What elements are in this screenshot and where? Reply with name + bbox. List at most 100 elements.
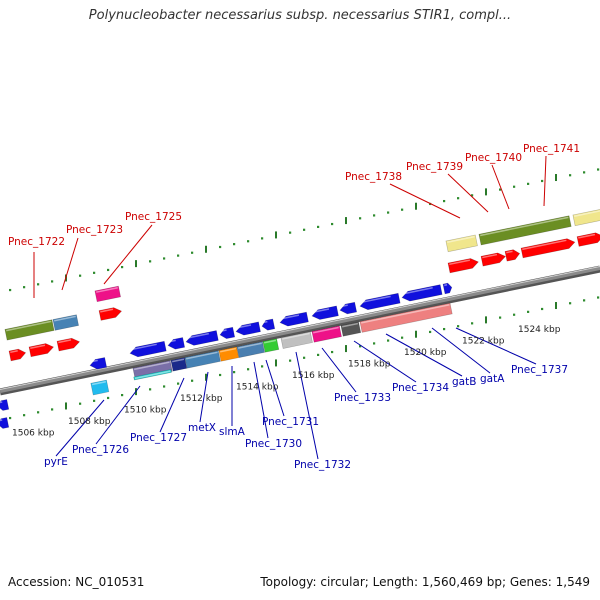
tick-dot — [331, 222, 334, 226]
gene-lower-9 — [359, 302, 453, 333]
gene-blue-top-9-shape — [359, 292, 401, 311]
gene-blue-top-0 — [129, 340, 167, 358]
gene-khaki-1738 — [445, 234, 478, 253]
gene-lower-0-shape — [132, 360, 173, 380]
leader-Pnec_1740 — [491, 164, 510, 210]
tick-dot — [51, 280, 54, 283]
tick-dot — [219, 373, 222, 377]
gene-steel-left-shape — [52, 314, 79, 331]
gene-red-1738-gloss — [449, 259, 470, 266]
gene-blue-top-1 — [167, 337, 186, 350]
gene-khaki-1738-gloss — [447, 235, 475, 243]
tick-dot — [107, 268, 110, 272]
tick-dot — [541, 307, 544, 311]
leader-Pnec_1741 — [543, 155, 547, 207]
backbone-layer — [0, 265, 600, 396]
gene-blue-top-4 — [235, 321, 261, 336]
gene-label-gatB: gatB — [452, 376, 476, 388]
gene-lower-3 — [218, 346, 240, 362]
gene-blue-top-5-gloss — [262, 320, 268, 324]
gene-blue-top-10-shape — [401, 284, 443, 302]
tick-dot — [513, 313, 516, 316]
scale-tick-label: 1518 kbp — [348, 360, 391, 370]
gene-label-Pnec_1732: Pnec_1732 — [294, 459, 351, 471]
tick-dot — [23, 414, 26, 417]
gene-label-gatA: gatA — [480, 373, 505, 385]
tick-dot — [149, 388, 152, 391]
tick-dot — [317, 353, 320, 357]
gene-olive-1739-gloss — [480, 216, 569, 237]
gene-label-Pnec_1731: Pnec_1731 — [262, 416, 319, 428]
tick-dot — [219, 245, 222, 249]
gene-lower-1 — [170, 357, 188, 372]
scale-tick-label: 1520 kbp — [404, 348, 447, 358]
leader-gatA — [431, 327, 491, 374]
label-layer: 1506 kbp 1508 kbp 1510 kbp 1512 kbp 1514 kbp… — [8, 143, 580, 471]
gene-red-1738-shape — [447, 258, 479, 274]
gene-lower-2 — [184, 350, 221, 369]
gene-blue-top-10-gloss — [402, 287, 433, 295]
gene-edge-blue-2 — [0, 417, 10, 429]
gene-blue-top-6 — [279, 311, 309, 327]
gene-red-left-2 — [56, 337, 81, 352]
tick-dot — [569, 174, 572, 177]
gene-pink-1725 — [94, 285, 121, 303]
leader-Pnec_1739 — [447, 173, 489, 213]
gene-label-Pnec_1727: Pnec_1727 — [130, 432, 187, 444]
scale-tick-label: 1512 kbp — [180, 394, 223, 404]
tick-dot — [149, 260, 152, 263]
tick-dot — [79, 274, 82, 277]
gene-edge-blue — [0, 399, 10, 411]
gene-lower-1-shape — [170, 357, 188, 372]
leader-Pnec_1725 — [103, 224, 153, 285]
gene-blue-top-11-shape — [442, 282, 453, 295]
tick-dot — [373, 214, 376, 217]
tick-dot — [527, 182, 530, 185]
gene-lower-3-shape — [218, 346, 240, 362]
gene-steel-left — [52, 314, 79, 331]
gene-blue-top-6-shape — [279, 311, 309, 327]
gene-red-1739-gloss — [482, 253, 498, 259]
tick-dot — [303, 228, 306, 231]
scale-tick-label: 1522 kbp — [462, 336, 505, 346]
gene-label-Pnec_1723: Pnec_1723 — [66, 224, 123, 236]
leader-Pnec_1737 — [455, 327, 537, 365]
gene-red-1741a — [520, 238, 576, 259]
tick-dot — [541, 179, 544, 183]
gene-blue-top-11-gloss — [444, 284, 448, 287]
gene-khaki-1738-shape — [445, 234, 478, 253]
gene-red-1725-shape — [98, 307, 123, 321]
leader-Pnec_1726 — [95, 385, 141, 445]
gene-blue-top-7 — [311, 305, 339, 320]
gene-olive-1739 — [478, 215, 572, 246]
scale-tick-label: 1510 kbp — [124, 406, 167, 416]
backbone-sheen — [0, 266, 600, 390]
map-title: Polynucleobacter necessarius subsp. nece… — [88, 8, 512, 23]
gene-lower-3-gloss — [220, 347, 237, 353]
tick-dot — [317, 225, 320, 229]
gene-red-1739 — [480, 252, 507, 267]
gene-blue-top-0-gloss — [130, 343, 157, 351]
tick-dot — [51, 408, 54, 411]
gene-lower-7-shape — [311, 325, 342, 343]
gene-red-1738 — [447, 258, 479, 274]
gene-lower-9-gloss — [361, 304, 450, 324]
tick-dot — [121, 393, 124, 397]
gene-red-1741a-gloss — [522, 239, 567, 251]
gene-red-left-1-gloss — [30, 344, 46, 349]
leader-Pnec_1730 — [253, 361, 269, 439]
tick-dot — [191, 379, 194, 382]
gene-red-left-1-shape — [28, 343, 55, 358]
gene-lower-8-gloss — [342, 322, 359, 328]
gene-red-1725 — [98, 307, 123, 321]
tick-dot — [9, 288, 12, 292]
gene-lower-5-gloss — [264, 339, 277, 344]
tick-dot — [331, 350, 334, 354]
gene-blue-top-11 — [442, 282, 453, 295]
gene-blue-top-2-shape — [185, 330, 219, 346]
gene-left-blue — [89, 357, 108, 370]
gene-lower-2-shape — [184, 350, 221, 369]
tick-dot — [163, 257, 166, 260]
tick-dot — [527, 310, 530, 313]
gene-red-1741b-gloss — [578, 233, 596, 239]
